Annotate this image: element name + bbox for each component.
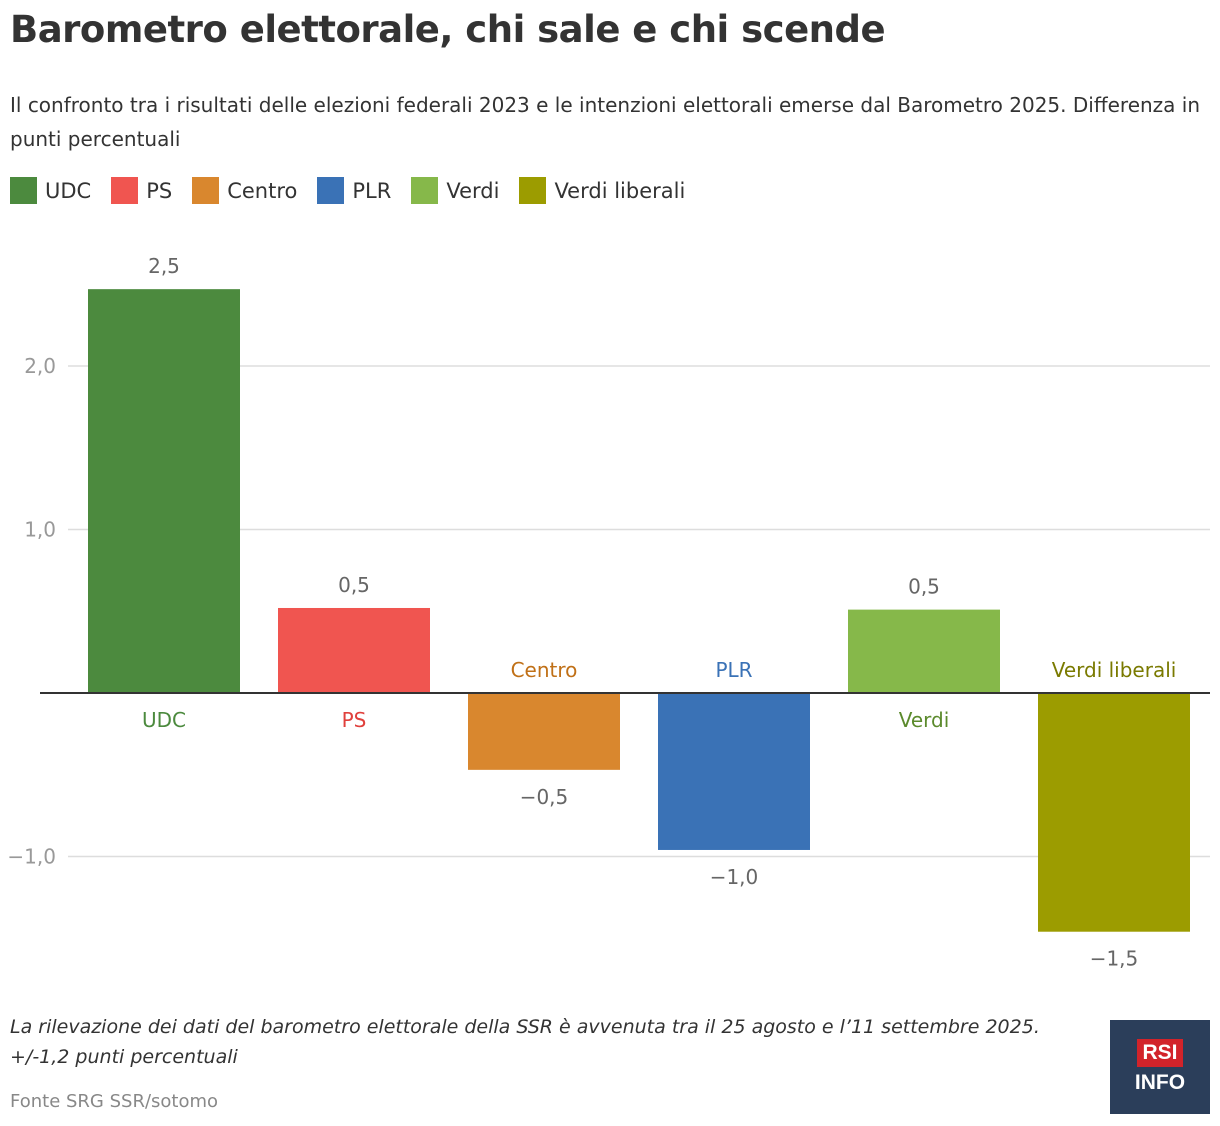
- legend-item: Centro: [192, 177, 297, 204]
- legend-label: PS: [146, 178, 173, 203]
- source-text: Fonte SRG SSR/sotomo: [10, 1091, 219, 1112]
- category-label: PLR: [715, 658, 752, 682]
- chart-title: Barometro elettorale, chi sale e chi sce…: [10, 8, 886, 51]
- legend-label: Verdi: [446, 178, 500, 203]
- data-label: 0,5: [908, 575, 940, 599]
- category-label: PS: [342, 708, 367, 732]
- legend-label: Centro: [227, 178, 298, 203]
- category-label: UDC: [142, 708, 186, 732]
- data-label: 2,5: [148, 254, 180, 278]
- category-label: Verdi liberali: [1052, 658, 1177, 682]
- category-label: Verdi: [899, 708, 950, 732]
- legend-swatch: [519, 177, 547, 204]
- legend-label: UDC: [45, 178, 92, 203]
- bar-centro: [468, 693, 620, 770]
- data-label: −1,5: [1090, 947, 1139, 971]
- category-label: Centro: [511, 658, 578, 682]
- data-label: −1,0: [710, 865, 759, 889]
- bar-ps: [278, 607, 430, 693]
- bar-udc: [88, 289, 240, 693]
- legend-swatch: [411, 177, 439, 204]
- data-label: 0,5: [338, 573, 370, 597]
- legend-swatch: [192, 177, 220, 204]
- y-tick-label: 2,0: [24, 354, 56, 378]
- logo-info-text: INFO: [1134, 1071, 1186, 1094]
- legend-swatch: [10, 177, 37, 204]
- data-label: −0,5: [520, 785, 569, 809]
- legend-item: UDC: [10, 177, 91, 204]
- y-tick-label: −1,0: [7, 845, 56, 869]
- rsi-info-logo: RSI INFO: [1110, 1020, 1210, 1114]
- legend-item: PLR: [317, 177, 391, 204]
- footnote: La rilevazione dei dati del barometro el…: [10, 1016, 1040, 1068]
- legend-item: Verdi liberali: [519, 177, 685, 204]
- bar-verdi-liberali: [1038, 693, 1190, 932]
- bar-verdi: [848, 609, 1000, 693]
- chart-subtitle: Il confronto tra i risultati delle elezi…: [10, 93, 1201, 151]
- legend-item: PS: [111, 177, 172, 204]
- legend-swatch: [317, 177, 345, 204]
- logo-rsi-mark: RSI: [1137, 1039, 1183, 1067]
- legend-label: Verdi liberali: [554, 178, 686, 203]
- legend-swatch: [111, 177, 139, 204]
- legend: UDC PS Centro PLR Verdi Verdi liberali: [10, 177, 685, 204]
- legend-label: PLR: [352, 178, 392, 203]
- legend-item: Verdi: [411, 177, 499, 204]
- y-tick-label: 1,0: [24, 518, 56, 542]
- bar-plr: [658, 693, 810, 850]
